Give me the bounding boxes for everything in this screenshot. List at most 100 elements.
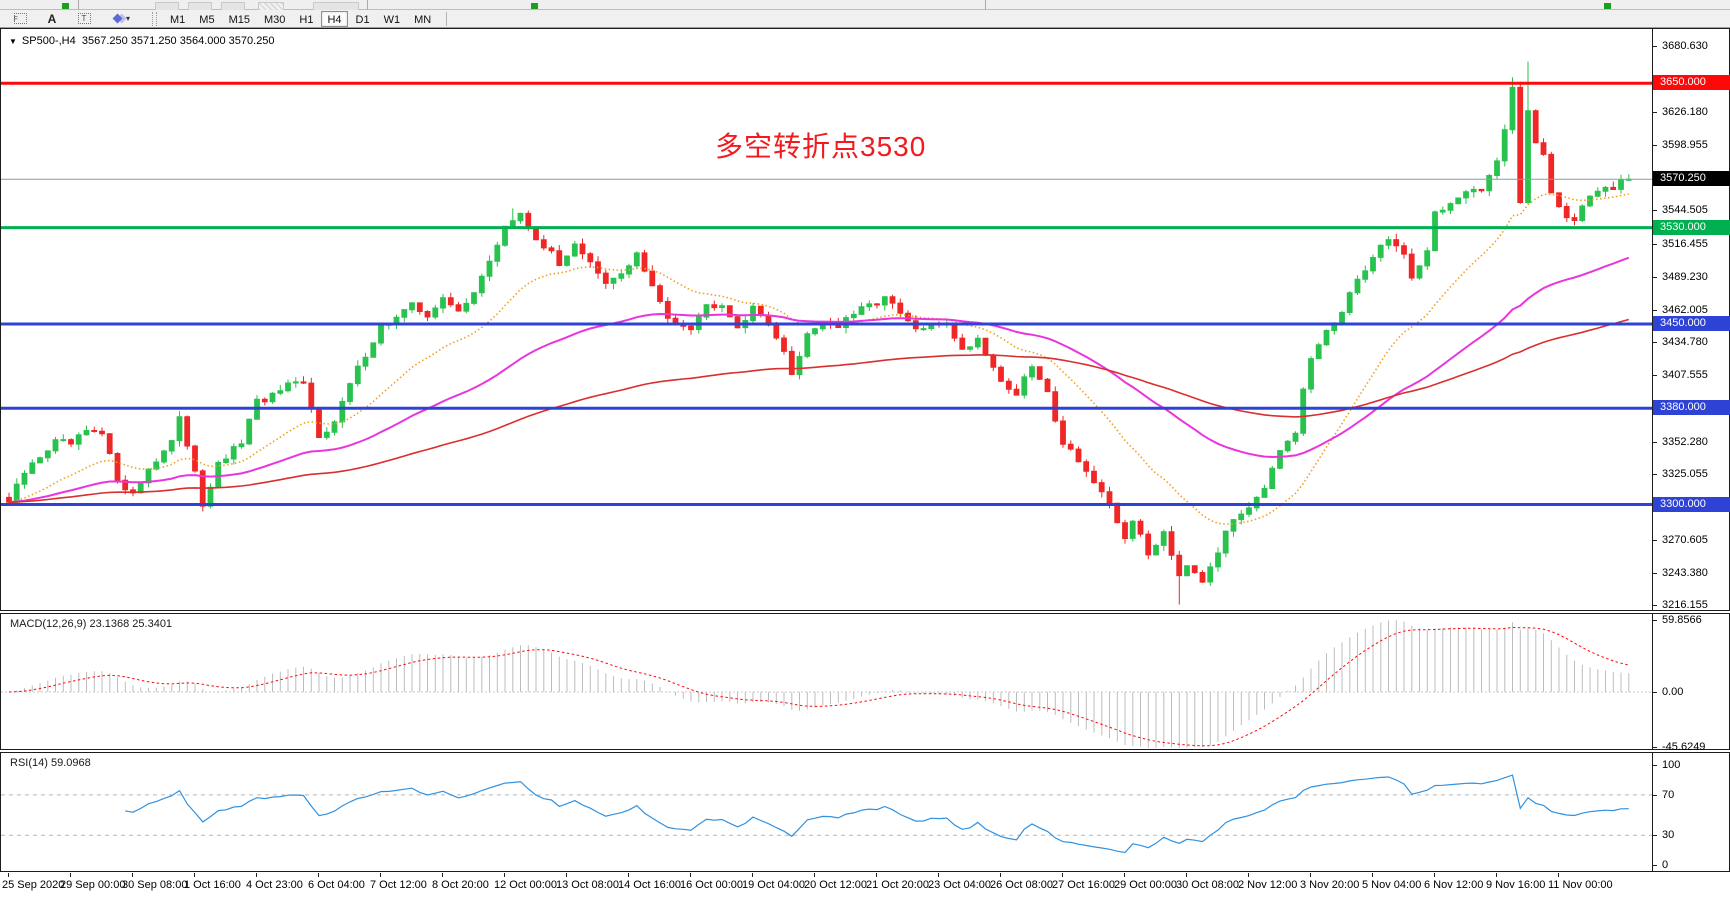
rsi-line: [125, 774, 1629, 854]
axis-label: 3352.280: [1662, 436, 1708, 448]
timeframe-button-mn[interactable]: MN: [414, 13, 432, 26]
price-tick-mark: [1653, 277, 1657, 278]
time-tick-mark: [504, 873, 505, 877]
price-tick-mark: [1653, 795, 1657, 796]
time-axis-label: 6 Nov 12:00: [1424, 879, 1484, 891]
time-tick-mark: [1372, 873, 1373, 877]
axis-label: 3598.955: [1662, 139, 1708, 151]
time-axis-label: 3 Nov 20:00: [1300, 879, 1360, 891]
price-badge-3380.000: 3380.000: [1653, 400, 1730, 415]
time-tick-mark: [938, 873, 939, 877]
axis-label: 3516.455: [1662, 238, 1708, 250]
price-badge-3570.250: 3570.250: [1653, 171, 1730, 186]
symbol-name: SP500-,H4: [21, 35, 76, 47]
letter-a-icon: A: [47, 11, 57, 26]
time-axis-label: 7 Oct 12:00: [370, 879, 427, 891]
price-tick-mark: [1653, 692, 1657, 693]
rsi-scale-separator: [1652, 753, 1653, 871]
time-tick-mark: [318, 873, 319, 877]
axis-label: 70: [1662, 789, 1675, 801]
f-frame-icon: F: [13, 13, 27, 24]
time-axis-label: 26 Oct 08:00: [990, 879, 1053, 891]
price-tick-mark: [1653, 210, 1657, 211]
price-tick-mark: [1653, 605, 1657, 606]
price-badge-3450.000: 3450.000: [1653, 316, 1730, 331]
moving-average-55: [8, 256, 1630, 504]
price-tick-mark: [1653, 46, 1657, 47]
time-axis-label: 29 Sep 00:00: [60, 879, 126, 891]
time-axis-label: 6 Oct 04:00: [308, 879, 365, 891]
shapes-dropdown-button[interactable]: ▾: [104, 11, 140, 26]
toolbar-separator: [446, 11, 448, 26]
toolbar-remnant: [313, 2, 359, 10]
rsi-chart-canvas[interactable]: [1, 753, 1652, 871]
time-axis-label: 2 Nov 12:00: [1238, 879, 1298, 891]
price-tick-mark: [1653, 540, 1657, 541]
chinese-annotation-text[interactable]: 多空转折点3530: [715, 131, 927, 162]
time-tick-mark: [380, 873, 381, 877]
timeframe-button-m5[interactable]: M5: [199, 13, 215, 26]
text-box-tool-button[interactable]: T: [72, 11, 96, 26]
timeframe-button-d1[interactable]: D1: [355, 13, 370, 26]
time-tick-mark: [690, 873, 691, 877]
price-tick-mark: [1653, 620, 1657, 621]
time-axis-label: 11 Nov 00:00: [1548, 879, 1613, 891]
time-axis-label: 5 Nov 04:00: [1362, 879, 1422, 891]
time-tick-mark: [814, 873, 815, 877]
time-tick-mark: [1062, 873, 1063, 877]
time-axis-label: 13 Oct 08:00: [556, 879, 619, 891]
toolbar-separator: [985, 0, 986, 10]
time-tick-mark: [876, 873, 877, 877]
toolbar-remnant-green: [531, 3, 538, 9]
price-tick-mark: [1653, 244, 1657, 245]
time-tick-mark: [752, 873, 753, 877]
rsi-indicator-panel[interactable]: RSI(14) 59.0968 100 70 30 0: [0, 752, 1730, 872]
timeframe-button-w1[interactable]: W1: [383, 13, 401, 26]
price-chart-panel[interactable]: ▼ SP500-,H4 3567.250 3571.250 3564.000 35…: [0, 28, 1730, 611]
timeframe-button-h1[interactable]: H1: [299, 13, 314, 26]
moving-average-20: [8, 193, 1629, 525]
time-tick-mark: [1186, 873, 1187, 877]
time-axis-label: 8 Oct 20:00: [432, 879, 489, 891]
toolbar-separator: [78, 0, 79, 10]
time-axis[interactable]: 25 Sep 2020 29 Sep 00:00 30 Sep 08:00 1 Oct…: [0, 873, 1730, 897]
macd-signal-line: [8, 626, 1629, 747]
text-label-tool-button[interactable]: A: [40, 11, 64, 26]
timeframe-button-m1[interactable]: M1: [170, 13, 186, 26]
time-axis-label: 9 Nov 16:00: [1486, 879, 1546, 891]
axis-label: 30: [1662, 829, 1675, 841]
time-tick-mark: [1496, 873, 1497, 877]
toolbar-grip[interactable]: [152, 11, 157, 26]
drawing-and-timeframe-toolbar: F A T ▾ M1 M5 M15 M30 H1 H4 D1 W1 MN: [0, 10, 1730, 28]
time-tick-mark: [194, 873, 195, 877]
moving-average-130: [8, 318, 1630, 503]
price-tick-mark: [1653, 112, 1657, 113]
toolbar-separator: [367, 0, 368, 10]
axis-label: 3626.180: [1662, 106, 1708, 118]
price-tick-mark: [1653, 765, 1657, 766]
axis-label: 3489.230: [1662, 271, 1708, 283]
axis-label: 59.8566: [1662, 614, 1702, 626]
price-tick-mark: [1653, 310, 1657, 311]
timeframe-button-m15[interactable]: M15: [228, 13, 250, 26]
price-tick-mark: [1653, 835, 1657, 836]
price-tick-mark: [1653, 442, 1657, 443]
rsi-indicator-label: RSI(14) 59.0968: [10, 757, 91, 769]
frame-f-tool-button[interactable]: F: [8, 11, 32, 26]
macd-indicator-panel[interactable]: MACD(12,26,9) 23.1368 25.3401 59.8566 0.0…: [0, 613, 1730, 753]
axis-label: 3325.055: [1662, 468, 1708, 480]
time-tick-mark: [566, 873, 567, 877]
toolbar-remnant: [155, 2, 179, 10]
axis-label: 3216.155: [1662, 599, 1708, 611]
collapse-triangle-icon[interactable]: ▼: [9, 37, 17, 46]
time-axis-label: 20 Oct 12:00: [804, 879, 867, 891]
timeframe-button-m30[interactable]: M30: [263, 13, 286, 26]
macd-scale-separator: [1652, 614, 1653, 749]
time-axis-label: 27 Oct 16:00: [1052, 879, 1115, 891]
chart-workspace: ▼ SP500-,H4 3567.250 3571.250 3564.000 35…: [0, 28, 1730, 897]
candlestick-chart-canvas[interactable]: [1, 29, 1652, 610]
macd-chart-canvas[interactable]: [1, 614, 1652, 749]
axis-label: 3544.505: [1662, 204, 1708, 216]
timeframe-button-h4[interactable]: H4: [321, 10, 348, 27]
